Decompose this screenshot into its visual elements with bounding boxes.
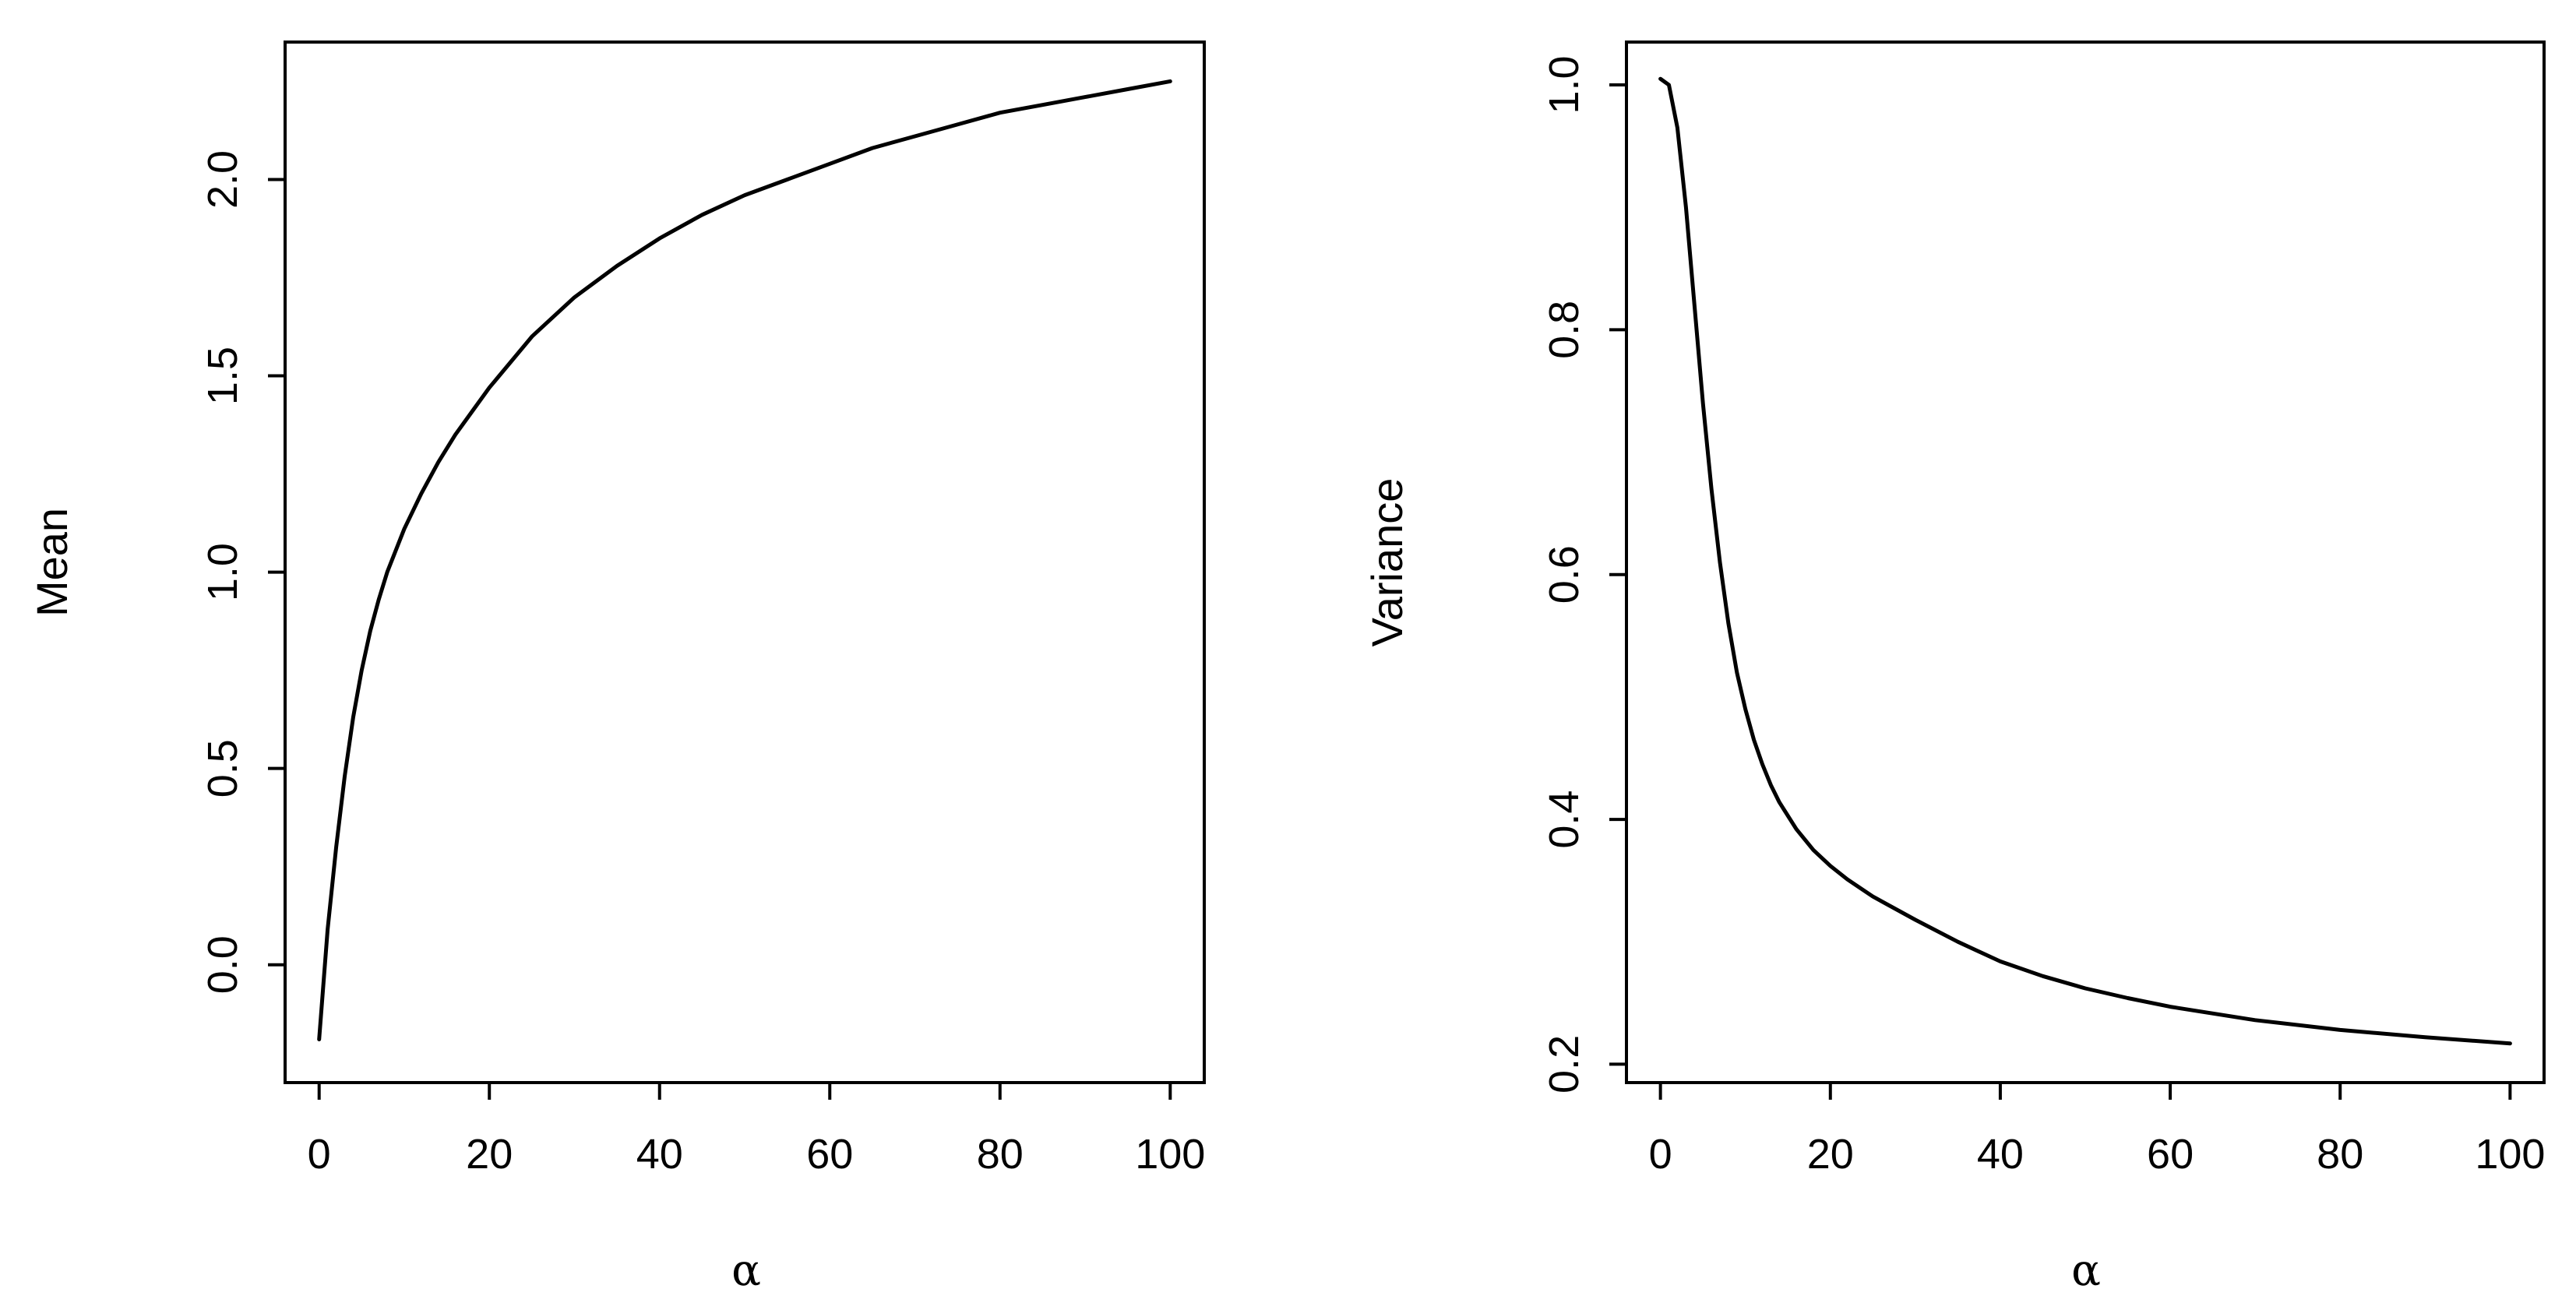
variance-curve [1658,76,2512,1046]
mean-x-tick-label: 20 [466,1131,513,1178]
mean-y-ticks: 0.0 0.5 1.0 1.5 2.0 [199,150,285,994]
variance-y-tick-label: 0.2 [1541,1035,1588,1093]
variance-y-tick-label: 0.6 [1541,545,1588,604]
variance-x-ticks: 0 20 40 60 80 100 [1649,1083,2545,1178]
variance-x-tick-label: 0 [1649,1131,1672,1178]
mean-y-tick-label: 0.5 [199,739,246,798]
variance-y-tick-label: 0.4 [1541,791,1588,849]
variance-x-tick-label: 20 [1807,1131,1854,1178]
mean-x-tick-label: 60 [806,1131,853,1178]
variance-x-tick-label: 100 [2475,1131,2545,1178]
variance-y-axis-title: Variance [1362,478,1411,647]
mean-y-axis-title: Mean [27,508,76,617]
variance-x-axis-title: α [2071,1245,2101,1296]
mean-y-tick-label: 0.0 [199,935,246,994]
mean-x-axis-title: α [731,1245,761,1296]
mean-plot-frame [284,40,1206,1084]
variance-x-tick-label: 60 [2147,1131,2194,1178]
mean-x-tick-label: 100 [1135,1131,1205,1178]
variance-x-tick-label: 80 [2317,1131,2363,1178]
mean-x-tick-label: 80 [977,1131,1024,1178]
variance-y-tick-label: 1.0 [1541,55,1588,114]
variance-x-tick-label: 40 [1977,1131,2024,1178]
variance-plot-frame [1625,40,2546,1084]
mean-x-tick-label: 0 [308,1131,331,1178]
mean-x-tick-label: 40 [636,1131,683,1178]
mean-y-tick-label: 1.5 [199,347,246,405]
mean-panel: 0 20 40 60 80 100 0.0 0.5 1.0 1.5 2.0 α Mean [27,40,1206,1296]
mean-curve [317,79,1172,1041]
mean-y-tick-label: 1.0 [199,543,246,601]
variance-y-ticks: 0.2 0.4 0.6 0.8 1.0 [1541,55,1626,1093]
variance-panel: 0 20 40 60 80 100 0.2 0.4 0.6 0.8 1.0 α Variance [1362,40,2546,1296]
mean-x-ticks: 0 20 40 60 80 100 [308,1083,1205,1178]
variance-y-tick-label: 0.8 [1541,301,1588,359]
mean-y-tick-label: 2.0 [199,150,246,209]
